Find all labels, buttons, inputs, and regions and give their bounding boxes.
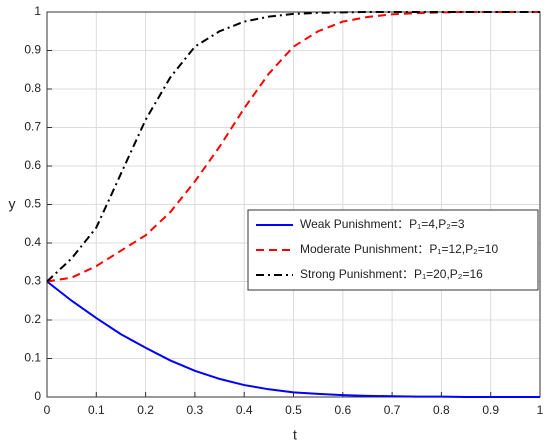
x-tick-label: 0.3 bbox=[187, 403, 204, 417]
y-axis-label: y bbox=[9, 196, 16, 212]
y-tick-label: 0.9 bbox=[24, 43, 41, 57]
legend-label: Weak Punishment：P₁=4,P₂=3 bbox=[300, 217, 465, 231]
x-tick-label: 1 bbox=[537, 403, 544, 417]
y-tick-label: 0.6 bbox=[24, 158, 41, 172]
line bbox=[46, 280, 540, 398]
legend-label: Moderate Punishment：P₁=12,P₂=10 bbox=[300, 242, 498, 256]
x-tick-label: 0.2 bbox=[137, 403, 154, 417]
y-tick-label: 0.4 bbox=[24, 235, 41, 249]
y-tick-label: 0.8 bbox=[24, 81, 41, 95]
y-tick-label: 0 bbox=[34, 389, 41, 403]
x-tick-label: 0.5 bbox=[285, 403, 302, 417]
x-tick-label: 0.9 bbox=[482, 403, 499, 417]
x-tick-label: 0.1 bbox=[88, 403, 105, 417]
y-tick-label: 1 bbox=[34, 4, 41, 18]
x-axis-label: t bbox=[293, 427, 297, 443]
plot-frame bbox=[46, 11, 541, 398]
x-tick-label: 0 bbox=[44, 403, 51, 417]
x-tick-label: 0.6 bbox=[334, 403, 351, 417]
y-tick-label: 0.7 bbox=[24, 120, 41, 134]
y-tick-label: 0.1 bbox=[24, 351, 41, 365]
legend-label: Strong Punishment：P₁=20,P₂=16 bbox=[300, 267, 483, 281]
legend-box bbox=[247, 209, 539, 291]
x-tick-label: 0.4 bbox=[236, 403, 253, 417]
x-tick-label: 0.7 bbox=[384, 403, 401, 417]
y-tick-label: 0.2 bbox=[24, 312, 41, 326]
line bbox=[46, 11, 540, 283]
y-tick-label: 0.3 bbox=[24, 274, 41, 288]
x-tick-label: 0.8 bbox=[433, 403, 450, 417]
line bbox=[46, 11, 540, 283]
y-tick-label: 0.5 bbox=[24, 197, 41, 211]
